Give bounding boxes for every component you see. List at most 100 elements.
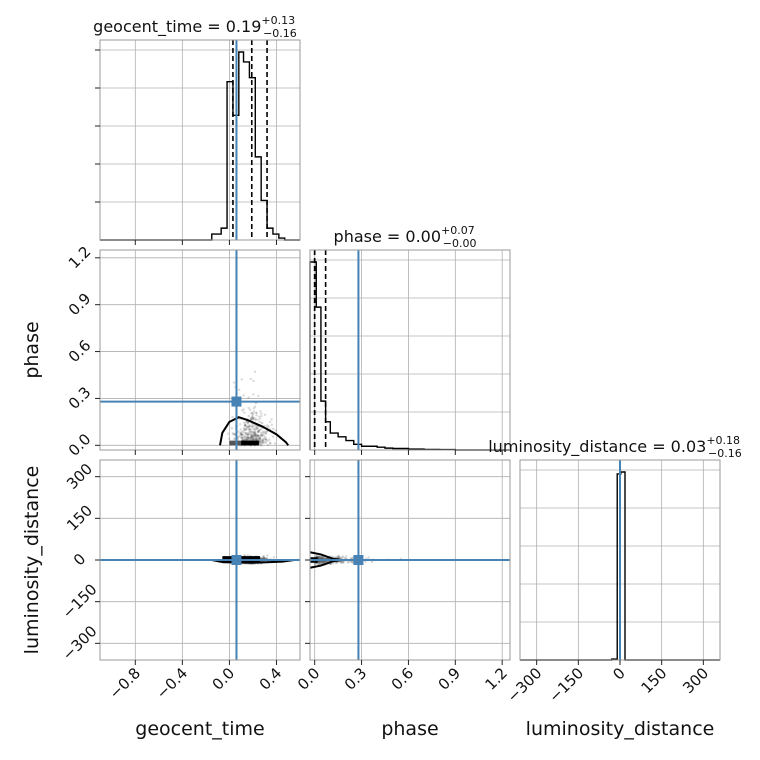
- sample-point: [317, 555, 321, 558]
- sample-point: [257, 429, 260, 433]
- sample-point: [247, 406, 250, 410]
- sample-point: [255, 427, 259, 430]
- sample-point: [254, 425, 257, 429]
- sample-point: [254, 434, 258, 438]
- y-tick-label: 0.3: [65, 383, 95, 413]
- panel-geocent-time-vs-luminosity-distance: −0.8 −0.4 0.0 0.4 −300−150 0 150 300: [59, 459, 301, 703]
- sample-point: [246, 433, 249, 437]
- density-contour: [211, 559, 295, 564]
- sample-point: [245, 425, 249, 428]
- sample-point: [244, 424, 247, 427]
- x-tick-label: −0.4: [153, 664, 191, 702]
- sample-point: [260, 434, 263, 437]
- sample-point: [256, 418, 259, 421]
- y-tick-label: 0.6: [65, 336, 95, 366]
- sample-point: [242, 421, 246, 424]
- sample-point: [246, 432, 250, 436]
- sample-point: [243, 437, 247, 441]
- sample-point: [264, 441, 268, 444]
- sample-point: [315, 554, 319, 558]
- sample-point: [254, 432, 258, 436]
- sample-point: [248, 425, 251, 429]
- sample-point: [249, 417, 252, 420]
- panel-frame: [99, 249, 301, 451]
- x-tick-label: 0.3: [341, 664, 371, 694]
- sample-point: [251, 415, 254, 418]
- sample-point: [320, 556, 324, 560]
- sample-point: [332, 562, 335, 565]
- sample-point: [244, 432, 248, 435]
- xlabel-luminosity-distance: luminosity_distance: [526, 718, 715, 740]
- panel-phase-hist: [309, 249, 511, 455]
- sample-point: [246, 435, 250, 439]
- sample-point: [257, 415, 261, 418]
- sample-point: [240, 436, 243, 439]
- sample-point: [252, 432, 256, 435]
- sample-point: [237, 435, 240, 438]
- xlabel-geocent-time: geocent_time: [135, 718, 264, 740]
- sample-point: [243, 431, 246, 435]
- sample-point: [367, 556, 370, 559]
- sample-point: [245, 435, 249, 439]
- sample-point: [250, 437, 253, 441]
- sample-point: [254, 433, 257, 436]
- sample-point: [244, 424, 247, 428]
- sample-point: [319, 561, 323, 564]
- sample-point: [246, 436, 250, 439]
- sample-point: [244, 423, 247, 427]
- sample-point: [316, 555, 319, 558]
- sample-point: [248, 437, 252, 440]
- sample-point: [255, 426, 259, 430]
- sample-point: [260, 434, 264, 437]
- y-tick-label: 300: [63, 460, 96, 493]
- sample-point: [255, 435, 259, 438]
- sample-point: [337, 555, 340, 558]
- sample-point: [239, 428, 242, 431]
- sample-point: [252, 425, 255, 428]
- sample-point: [267, 425, 270, 428]
- sample-point: [237, 430, 240, 433]
- sample-point: [240, 436, 243, 439]
- density-core: [241, 440, 259, 446]
- sample-point: [341, 555, 345, 558]
- sample-point: [244, 421, 248, 424]
- sample-point: [253, 436, 256, 439]
- sample-point: [249, 425, 252, 428]
- sample-point: [264, 435, 267, 439]
- panel-title: luminosity_distance = 0.03+0.18 −0.16: [488, 434, 742, 460]
- sample-point: [270, 423, 274, 426]
- sample-point: [255, 436, 258, 439]
- sample-point: [251, 438, 255, 441]
- sample-point: [253, 433, 257, 437]
- sample-point: [263, 413, 267, 416]
- sample-point: [250, 428, 253, 431]
- sample-point: [268, 420, 272, 424]
- sample-point: [242, 434, 245, 437]
- sample-point: [249, 377, 252, 381]
- sample-point: [247, 427, 250, 431]
- sample-point: [318, 556, 321, 559]
- x-tick-label: 150: [638, 664, 671, 697]
- sample-point: [317, 560, 321, 563]
- sample-point: [255, 411, 258, 414]
- sample-point: [243, 424, 247, 427]
- sample-point: [246, 433, 250, 437]
- sample-point: [271, 427, 275, 431]
- sample-point: [251, 434, 255, 437]
- x-tick-label: 0.4: [256, 664, 286, 694]
- sample-point: [240, 433, 244, 436]
- sample-point: [251, 435, 254, 438]
- sample-point: [258, 436, 261, 440]
- sample-point: [261, 434, 264, 437]
- sample-point: [257, 428, 261, 431]
- sample-point: [246, 554, 250, 557]
- sample-point: [319, 557, 322, 560]
- sample-point: [317, 562, 321, 566]
- sample-point: [339, 560, 342, 564]
- sample-point: [248, 427, 252, 431]
- sample-point: [252, 437, 255, 440]
- sample-point: [257, 430, 260, 433]
- sample-point: [231, 415, 234, 419]
